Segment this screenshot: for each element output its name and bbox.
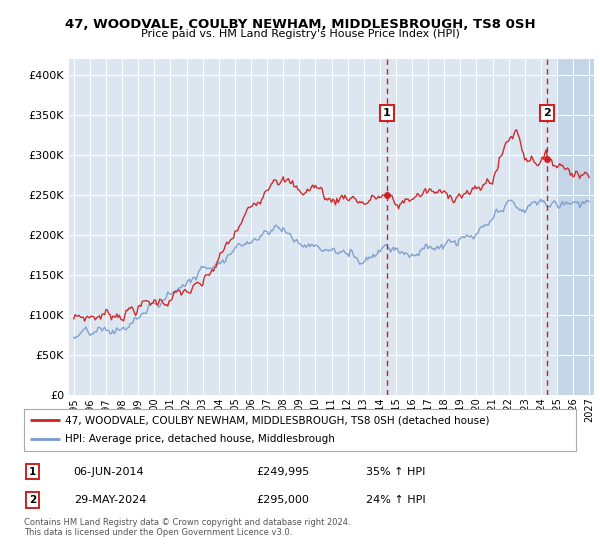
- Text: 06-JUN-2014: 06-JUN-2014: [74, 466, 145, 477]
- Text: 47, WOODVALE, COULBY NEWHAM, MIDDLESBROUGH, TS8 0SH: 47, WOODVALE, COULBY NEWHAM, MIDDLESBROU…: [65, 18, 535, 31]
- Text: Price paid vs. HM Land Registry's House Price Index (HPI): Price paid vs. HM Land Registry's House …: [140, 29, 460, 39]
- Text: £249,995: £249,995: [256, 466, 309, 477]
- Text: 1: 1: [383, 108, 391, 118]
- Text: £295,000: £295,000: [256, 495, 309, 505]
- Text: 35% ↑ HPI: 35% ↑ HPI: [366, 466, 425, 477]
- Text: 2: 2: [29, 495, 36, 505]
- Text: 1: 1: [29, 466, 36, 477]
- Text: HPI: Average price, detached house, Middlesbrough: HPI: Average price, detached house, Midd…: [65, 435, 335, 445]
- Text: 24% ↑ HPI: 24% ↑ HPI: [366, 495, 426, 505]
- Bar: [557, 59, 597, 395]
- Text: 29-MAY-2024: 29-MAY-2024: [74, 495, 146, 505]
- Text: Contains HM Land Registry data © Crown copyright and database right 2024.
This d: Contains HM Land Registry data © Crown c…: [24, 518, 350, 538]
- Text: 2: 2: [544, 108, 551, 118]
- Text: 47, WOODVALE, COULBY NEWHAM, MIDDLESBROUGH, TS8 0SH (detached house): 47, WOODVALE, COULBY NEWHAM, MIDDLESBROU…: [65, 415, 490, 425]
